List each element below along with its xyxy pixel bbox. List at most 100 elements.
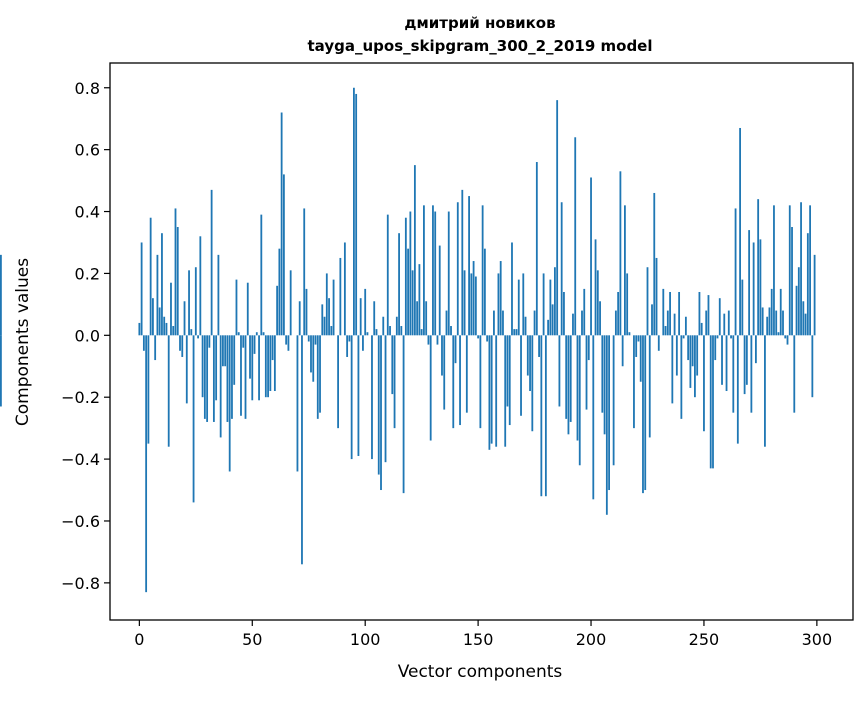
bar [285,335,287,344]
bar [428,335,430,344]
bar [464,270,466,335]
bar [398,233,400,335]
bar [348,335,350,341]
bar [678,292,680,335]
bar [518,280,520,336]
bar [489,335,491,449]
bar [197,335,199,338]
bar [705,311,707,336]
bar [683,335,685,338]
bar [577,335,579,440]
bar [170,283,172,336]
bar [728,311,730,336]
bar [312,335,314,381]
bar [425,301,427,335]
bar [798,267,800,335]
bar [308,335,310,341]
bar [260,215,262,336]
bar [640,335,642,381]
bar [635,335,637,357]
bar [599,301,601,335]
bar [662,289,664,335]
bar [696,335,698,375]
bar [333,280,335,336]
bar [414,165,416,335]
y-tick-label: 0.6 [75,141,100,160]
bar [563,292,565,335]
bar [168,335,170,446]
bar [337,335,339,428]
bar [482,205,484,335]
bar [581,311,583,336]
bar [468,196,470,335]
bar [746,335,748,385]
bar [321,304,323,335]
bar [536,162,538,335]
bar [466,335,468,412]
bar [330,326,332,335]
bar [175,208,177,335]
x-axis-label: Vector components [398,662,563,682]
bar [387,215,389,336]
bar [470,273,472,335]
bar [265,335,267,397]
bar [755,335,757,363]
bar [574,137,576,335]
bar [206,335,208,422]
bar [773,205,775,335]
bar [166,323,168,335]
bar [601,335,603,412]
bar [789,205,791,335]
bar [689,335,691,388]
y-tick-label: 0.8 [75,79,100,98]
bar [184,301,186,335]
bar [202,335,204,397]
bar [152,298,154,335]
bar [355,94,357,335]
bar [150,218,152,336]
bar [297,335,299,471]
bar [455,335,457,363]
bar [193,335,195,502]
bar [218,255,220,335]
bar [177,227,179,335]
bar [597,270,599,335]
bar [163,317,165,336]
bar [251,335,253,400]
bar [254,335,256,354]
bar [186,335,188,403]
bar [531,335,533,431]
bar [423,205,425,335]
bar [556,100,558,335]
bar [195,267,197,335]
y-tick-label: 0.4 [75,203,100,222]
bar [800,202,802,335]
bar [511,242,513,335]
bar [502,311,504,336]
bar [172,326,174,335]
bar [364,289,366,335]
bar [615,311,617,336]
bar [769,307,771,335]
y-axis-label: Components values [13,258,33,426]
bar [653,193,655,335]
y-tick-label: −0.4 [61,450,100,469]
bar [811,335,813,397]
bar [339,258,341,335]
bar [579,335,581,465]
bar [588,335,590,360]
bar [247,283,249,336]
bar [227,335,229,422]
bar [263,332,265,335]
bar [629,332,631,335]
bar [179,335,181,350]
bar [775,311,777,336]
bar [658,335,660,350]
bar [441,335,443,375]
bar [617,292,619,335]
bar [721,335,723,385]
bar [306,289,308,335]
bar [778,332,780,335]
bar [0,255,2,335]
bar [267,335,269,397]
